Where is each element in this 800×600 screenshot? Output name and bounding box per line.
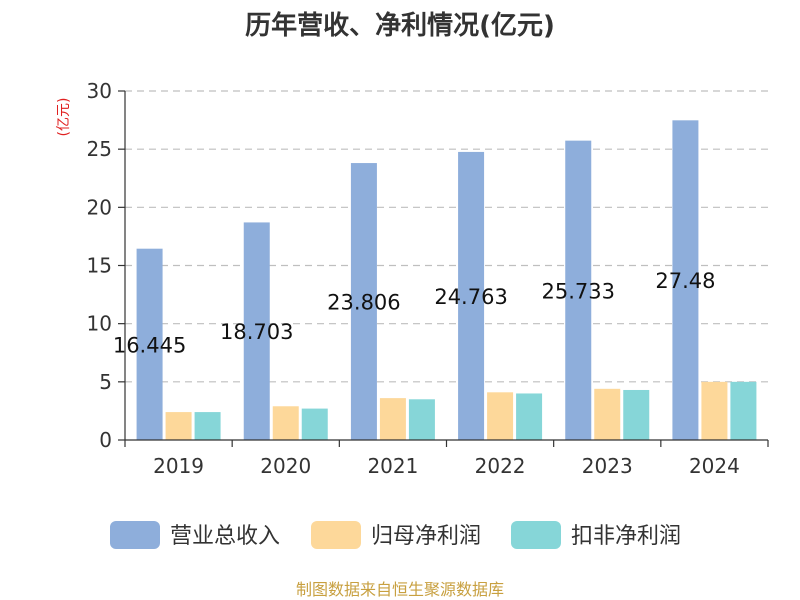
y-tick-label: 15 [87, 254, 112, 278]
bar-revenue-2019 [136, 248, 163, 440]
legend-label: 扣非净利润 [571, 524, 681, 549]
x-tick-label: 2022 [475, 454, 526, 478]
y-tick-label: 0 [99, 428, 112, 452]
bar-parent-net-profit-2020 [272, 406, 299, 440]
legend-swatch [110, 521, 160, 549]
data-labels: 16.445 18.703 23.806 24.763 25.733 27.48 [113, 269, 716, 357]
bar-revenue-2022 [458, 151, 485, 440]
bar-parent-net-profit-2024 [701, 381, 728, 440]
legend-label: 归母净利润 [371, 524, 481, 549]
data-label-2023: 25.733 [542, 279, 615, 303]
data-label-2020: 18.703 [220, 320, 293, 344]
bar-parent-net-profit-2021 [379, 398, 406, 440]
x-axis-ticks: 2019 2020 2021 2022 2023 2024 [124, 440, 769, 478]
bar-parent-net-profit-2019 [165, 412, 192, 440]
x-tick-label: 2020 [260, 454, 311, 478]
x-tick-label: 2019 [153, 454, 204, 478]
x-tick-label: 2021 [367, 454, 418, 478]
y-tick-label: 5 [99, 370, 112, 394]
source-note: 制图数据来自恒生聚源数据库 [296, 580, 504, 599]
bar-deducted-net-profit-2021 [408, 399, 435, 440]
bar-revenue-2020 [243, 222, 270, 440]
bar-deducted-net-profit-2022 [516, 393, 543, 440]
x-tick-label: 2023 [582, 454, 633, 478]
y-tick-label: 10 [87, 312, 112, 336]
bar-deducted-net-profit-2023 [623, 389, 650, 440]
bar-parent-net-profit-2023 [594, 388, 621, 440]
data-label-2024: 27.48 [655, 269, 715, 293]
bar-parent-net-profit-2022 [487, 392, 514, 440]
legend-label: 营业总收入 [170, 524, 280, 549]
y-tick-label: 30 [87, 79, 112, 103]
bar-deducted-net-profit-2024 [730, 381, 757, 440]
bar-deducted-net-profit-2020 [301, 408, 328, 440]
bar-revenue-2024 [672, 120, 699, 440]
data-label-2021: 23.806 [327, 291, 400, 315]
data-label-2019: 16.445 [113, 333, 186, 357]
bars [136, 120, 757, 440]
legend: 营业总收入 归母净利润 扣非净利润 [110, 521, 681, 549]
data-label-2022: 24.763 [434, 285, 507, 309]
x-tick-label: 2024 [689, 454, 740, 478]
chart-title: 历年营收、净利情况(亿元) [245, 10, 555, 41]
y-tick-label: 20 [87, 195, 112, 219]
legend-swatch [311, 521, 361, 549]
y-axis-ticks: 0 5 10 15 20 25 30 [87, 79, 125, 452]
legend-swatch [511, 521, 561, 549]
bar-deducted-net-profit-2019 [194, 412, 221, 440]
y-tick-label: 25 [87, 137, 112, 161]
y-axis-label: (亿元) [56, 98, 72, 137]
bar-revenue-2021 [350, 163, 377, 440]
bar-revenue-2023 [565, 140, 592, 440]
